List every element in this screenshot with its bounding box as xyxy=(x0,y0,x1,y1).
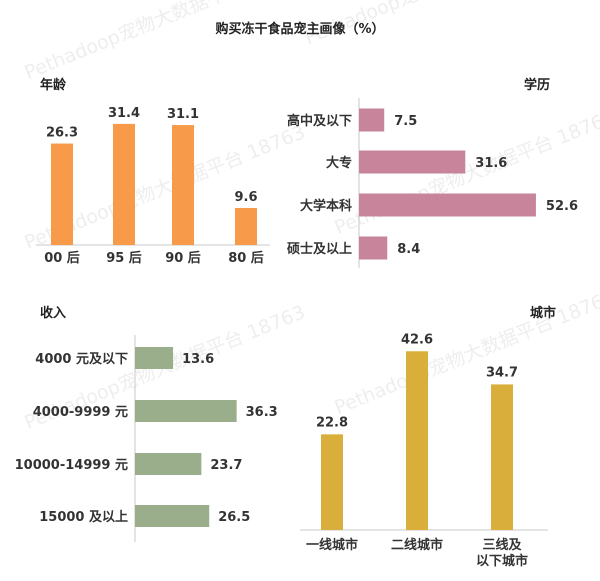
age-bar xyxy=(235,207,257,245)
city-bar xyxy=(321,434,343,530)
city-category-label: 三线及 xyxy=(482,537,522,553)
education-value-label: 8.4 xyxy=(397,242,420,257)
city-category-label: 二线城市 xyxy=(391,537,443,553)
income-panel-title: 收入 xyxy=(40,306,67,321)
city-category-label: 以下城市 xyxy=(476,553,528,569)
income-value-label: 13.6 xyxy=(182,352,214,367)
city-panel-title: 城市 xyxy=(530,306,557,321)
income-category-label: 10000-14999 元 xyxy=(15,458,128,473)
income-category-label: 4000 元及以下 xyxy=(35,352,128,367)
education-value-label: 52.6 xyxy=(546,199,578,214)
education-category-label: 硕士及以上 xyxy=(287,241,352,257)
income-value-label: 26.5 xyxy=(218,510,250,525)
city-bar xyxy=(406,351,428,530)
education-bar xyxy=(359,108,385,132)
income-category-label: 15000 及以上 xyxy=(39,510,128,525)
education-value-label: 31.6 xyxy=(475,156,507,171)
income-value-label: 23.7 xyxy=(210,458,242,473)
age-category-label: 80 后 xyxy=(228,250,264,266)
age-value-label: 31.1 xyxy=(167,107,199,122)
education-value-label: 7.5 xyxy=(394,114,417,129)
age-bar xyxy=(172,125,194,245)
age-value-label: 26.3 xyxy=(46,126,78,141)
education-bar xyxy=(359,193,536,217)
income-bar xyxy=(135,453,202,475)
age-category-label: 00 后 xyxy=(44,250,80,266)
age-category-label: 90 后 xyxy=(165,250,201,266)
age-panel-title: 年龄 xyxy=(40,78,67,93)
page-title: 购买冻干食品宠主画像（%） xyxy=(215,22,385,37)
city-bar xyxy=(491,384,513,530)
income-bar xyxy=(135,400,237,422)
age-bar xyxy=(51,143,73,245)
education-category-label: 高中及以下 xyxy=(287,113,352,129)
age-category-label: 95 后 xyxy=(106,250,142,266)
city-value-label: 34.7 xyxy=(486,365,518,380)
city-value-label: 42.6 xyxy=(401,332,433,347)
income-bar xyxy=(135,505,210,527)
income-category-label: 4000-9999 元 xyxy=(33,405,128,420)
education-bar xyxy=(359,150,466,174)
income-bar xyxy=(135,347,174,369)
city-value-label: 22.8 xyxy=(316,415,348,430)
age-value-label: 9.6 xyxy=(234,190,257,205)
education-category-label: 大学本科 xyxy=(300,198,352,214)
city-category-label: 一线城市 xyxy=(306,537,358,553)
education-bar xyxy=(359,236,388,260)
education-panel-title: 学历 xyxy=(524,78,551,93)
education-category-label: 大专 xyxy=(326,155,352,171)
income-value-label: 36.3 xyxy=(246,405,278,420)
age-value-label: 31.4 xyxy=(108,106,140,121)
age-bar xyxy=(113,123,135,245)
